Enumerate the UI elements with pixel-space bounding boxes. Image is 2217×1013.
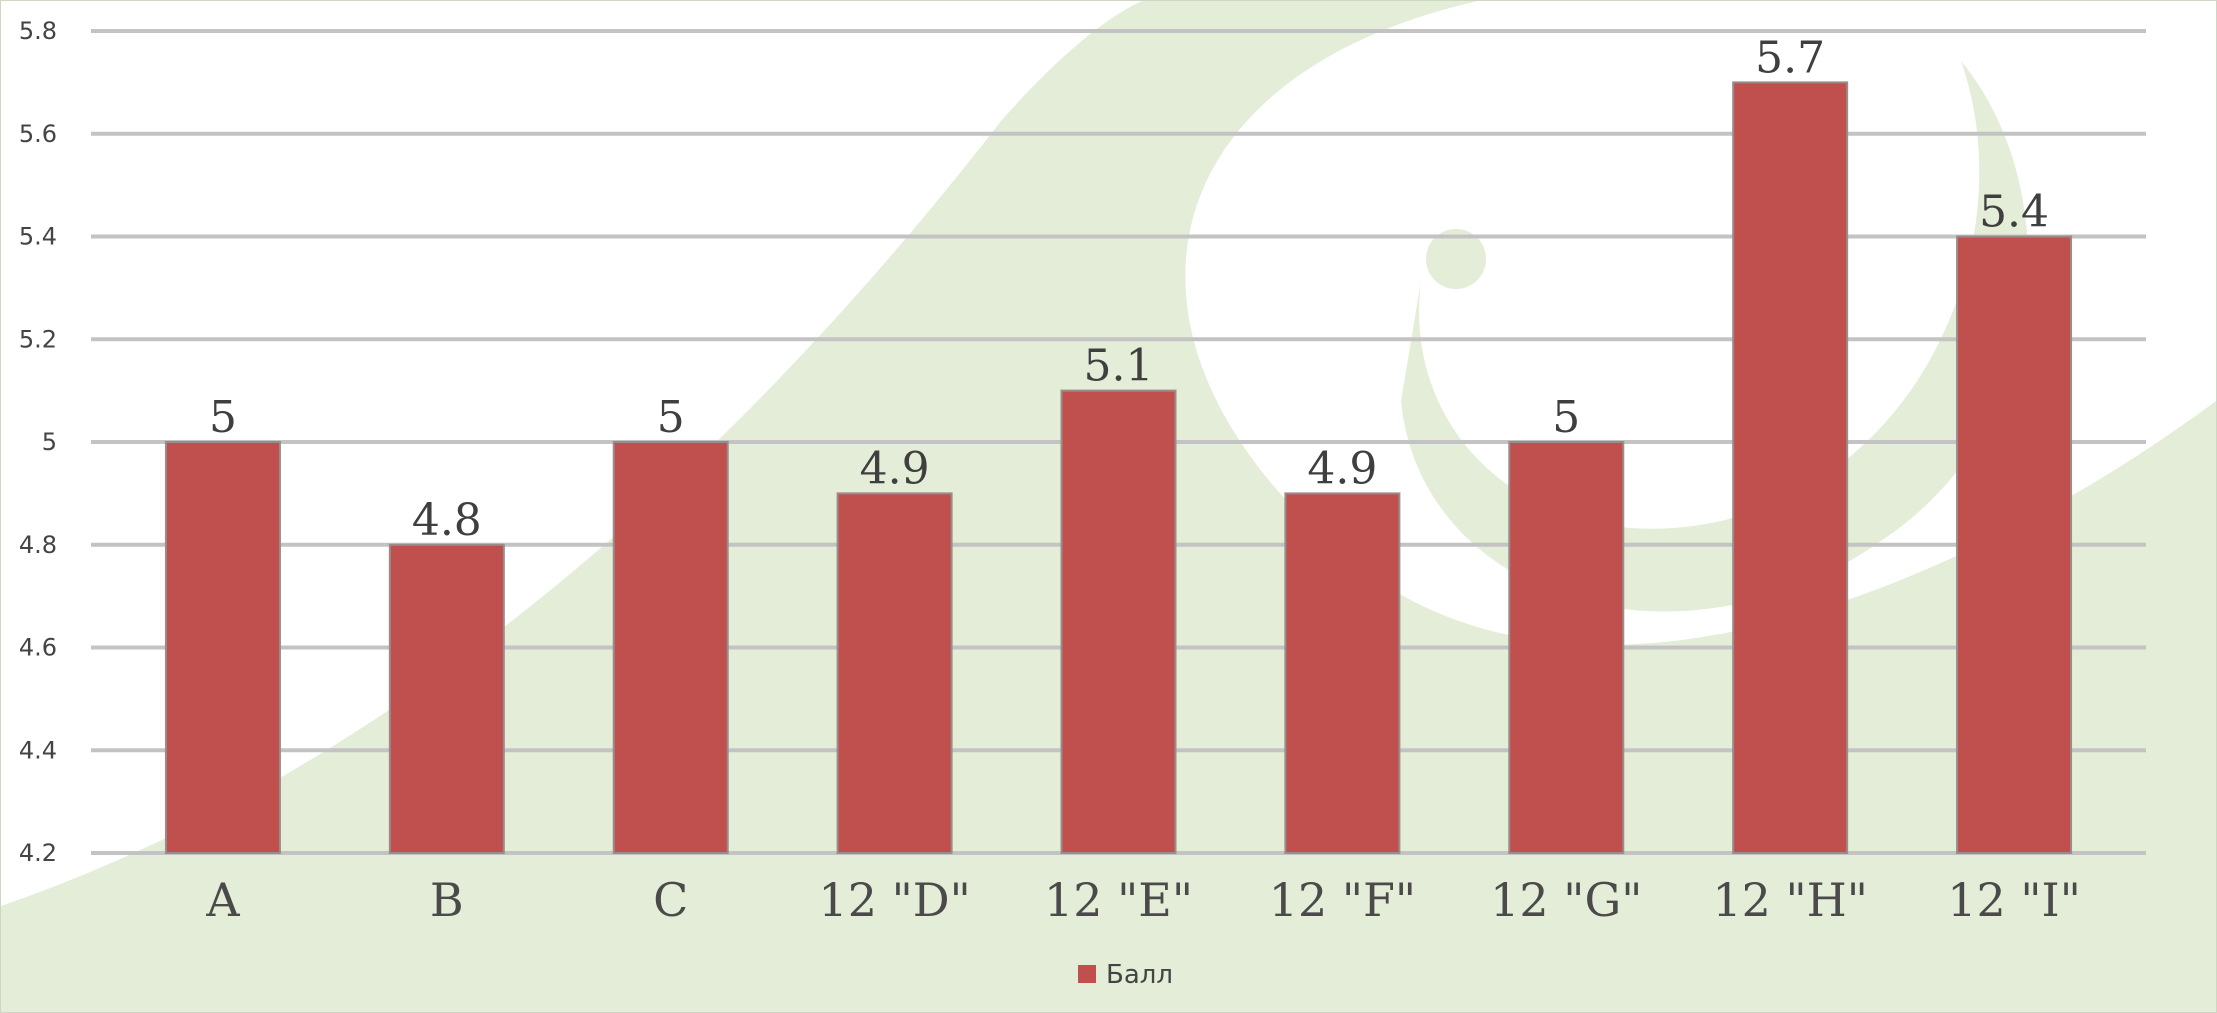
category-label: C — [653, 873, 688, 927]
data-label: 4.8 — [412, 495, 482, 546]
legend-label: Балл — [1106, 960, 1173, 990]
y-tick-label: 4.4 — [19, 736, 57, 764]
data-label: 5 — [1552, 392, 1580, 443]
y-tick-label: 4.6 — [19, 634, 57, 662]
y-tick-label: 5.6 — [19, 120, 57, 148]
swirl-curl — [1401, 61, 2029, 612]
category-label: 12 "H" — [1712, 873, 1868, 927]
y-tick-label: 5 — [42, 428, 57, 456]
x-axis-category-labels: A B C 12 "D" 12 "E" 12 "F" 12 "G" 12 "H" 12 "I" — [205, 873, 2081, 927]
data-labels: 5 4.8 5 4.9 5.1 4.9 5 5.7 5.4 — [209, 32, 2049, 545]
y-tick-label: 5.8 — [19, 17, 57, 45]
legend-swatch — [1078, 965, 1096, 983]
category-label: 12 "D" — [818, 873, 970, 927]
y-tick-label: 4.2 — [19, 839, 57, 867]
data-label: 5 — [209, 392, 237, 443]
bar-series — [164, 81, 2073, 854]
data-label: 4.9 — [860, 443, 930, 494]
bar — [1732, 81, 1849, 854]
y-tick-label: 5.2 — [19, 325, 57, 353]
data-label: 5.7 — [1755, 32, 1825, 83]
y-axis-tick-labels: 4.2 4.4 4.6 4.8 5 5.2 5.4 5.6 5.8 — [19, 17, 57, 867]
y-tick-label: 5.4 — [19, 223, 57, 251]
data-label: 4.9 — [1307, 443, 1377, 494]
bar — [1284, 492, 1401, 854]
y-tick-label: 4.8 — [19, 531, 57, 559]
bar — [1508, 441, 1625, 854]
category-label: 12 "I" — [1947, 873, 2081, 927]
bar — [836, 492, 953, 854]
bar — [1060, 389, 1177, 854]
category-label: B — [430, 873, 464, 927]
bar — [1956, 235, 2073, 854]
swirl-knob — [1426, 229, 1486, 289]
category-label: 12 "G" — [1490, 873, 1642, 927]
legend: Балл — [1078, 960, 1173, 990]
data-label: 5.4 — [1979, 187, 2049, 238]
bar — [388, 543, 505, 854]
category-label: 12 "F" — [1269, 873, 1416, 927]
data-label: 5.1 — [1084, 341, 1154, 392]
category-label: A — [205, 873, 240, 927]
data-label: 5 — [657, 392, 685, 443]
bar — [612, 441, 729, 854]
category-label: 12 "E" — [1044, 873, 1193, 927]
bar — [164, 441, 281, 854]
